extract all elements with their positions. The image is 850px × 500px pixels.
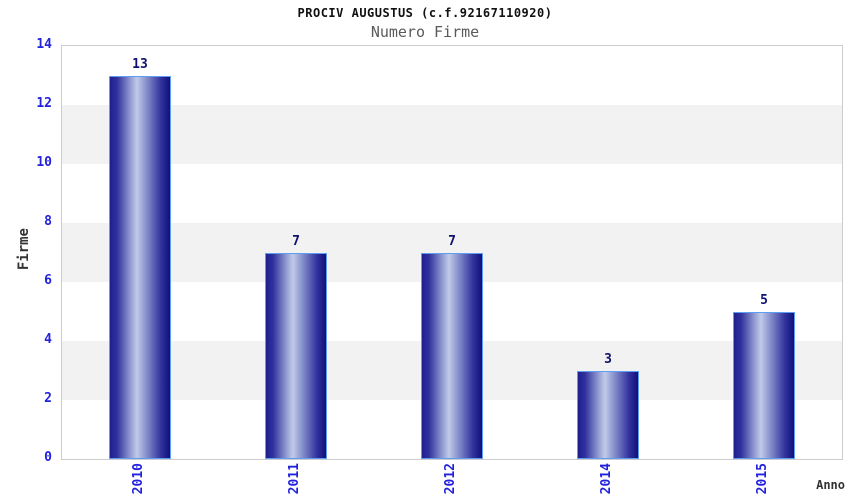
bar-2012 xyxy=(421,252,483,459)
bar-2015 xyxy=(733,311,795,459)
y-tick-label: 2 xyxy=(44,391,52,406)
y-tick-label: 8 xyxy=(44,214,52,229)
y-tick-label: 10 xyxy=(36,155,52,170)
y-tick-label: 4 xyxy=(44,332,52,347)
y-tick-label: 6 xyxy=(44,273,52,288)
y-tick-label: 12 xyxy=(36,96,52,111)
bar-value-label: 7 xyxy=(448,233,456,249)
x-tick-label: 2015 xyxy=(755,463,770,495)
grid-band xyxy=(62,46,842,105)
bar-2010 xyxy=(109,75,171,459)
y-tick-label: 0 xyxy=(44,450,52,465)
chart-title: PROCIV AUGUSTUS (c.f.92167110920) xyxy=(297,6,553,20)
x-tick-label: 2010 xyxy=(131,463,146,495)
x-tick-label: 2014 xyxy=(599,463,614,495)
bar-2011 xyxy=(265,252,327,459)
chart-subtitle: Numero Firme xyxy=(370,23,480,41)
grid-band xyxy=(62,105,842,164)
bar-value-label: 5 xyxy=(760,292,768,308)
grid-band xyxy=(62,164,842,223)
bar-2014 xyxy=(577,370,639,459)
y-axis-title: Firme xyxy=(16,228,32,271)
x-tick-label: 2012 xyxy=(443,463,458,495)
bar-value-label: 13 xyxy=(132,56,148,72)
x-axis-title: Anno xyxy=(816,478,845,492)
x-tick-label: 2011 xyxy=(287,463,302,495)
bar-value-label: 7 xyxy=(292,233,300,249)
bar-value-label: 3 xyxy=(604,351,612,367)
y-tick-label: 14 xyxy=(36,37,52,52)
plot-area: 13 7 7 3 5 xyxy=(61,45,843,460)
